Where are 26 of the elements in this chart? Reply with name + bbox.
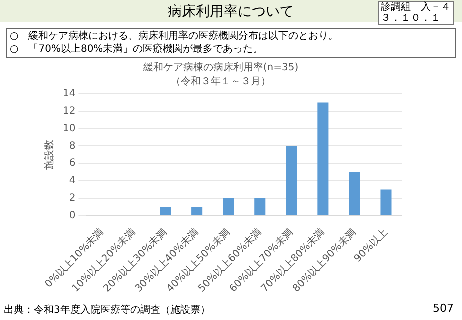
source-note: 出典：令和3年度入院医療等の調査（施設票） [4, 304, 210, 317]
y-axis-title: 施設数 [44, 140, 56, 170]
y-tick-label: 12 [62, 106, 76, 117]
bar [254, 198, 266, 216]
bar [349, 172, 360, 216]
y-tick-label: 14 [62, 88, 76, 100]
chart-subtitle: （令和３年１～３月） [171, 76, 271, 88]
text: ○ 「70%以上80%未満」の医療機関が最多であった。 [10, 43, 264, 56]
text: ○ 緩和ケア病棟における、病床利用率の医療機関分布は以下のとおり。 [10, 30, 340, 43]
bar [380, 190, 392, 216]
y-tick-label: 2 [69, 192, 76, 204]
bar [318, 102, 329, 216]
text: ３．１０．１ [381, 13, 442, 24]
y-tick-label: 6 [69, 158, 76, 170]
bar [192, 207, 203, 216]
text: 507 [433, 302, 454, 315]
bar [223, 198, 234, 216]
y-tick-label: 4 [69, 176, 76, 187]
y-tick-label: 8 [69, 140, 76, 152]
bar [286, 146, 298, 216]
text: 診調組 入－４ [381, 2, 451, 13]
text: 病床利用率について [168, 4, 294, 20]
chart-title: 緩和ケア病棟の病床利用率(n=35) [142, 62, 299, 74]
bar [160, 207, 172, 216]
y-tick-label: 10 [62, 123, 76, 134]
y-tick-label: 0 [69, 210, 76, 222]
